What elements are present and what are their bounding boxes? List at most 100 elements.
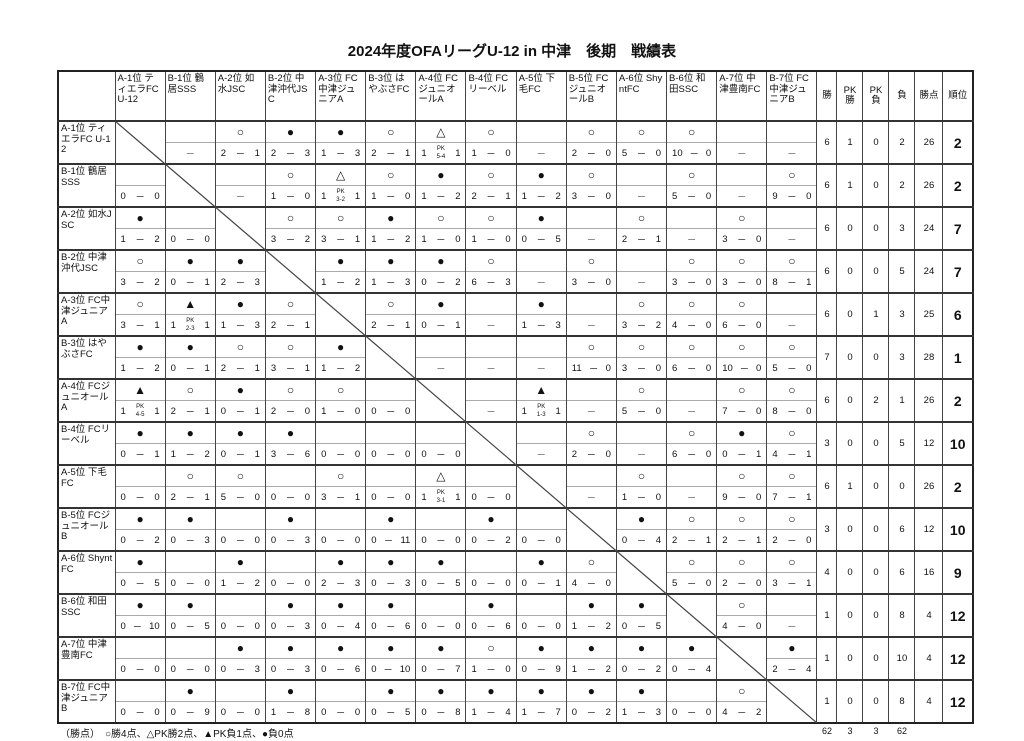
summary-rank: 2 <box>942 163 974 208</box>
match-score: 1 － 0 <box>466 659 515 679</box>
score-dash: － <box>436 192 446 203</box>
score-home: 2 <box>371 319 377 331</box>
match-cell: ○ 4 － 0 <box>666 292 718 337</box>
score-home: 2 <box>220 147 227 159</box>
score-away: 0 <box>705 362 712 374</box>
summary-wins: 6 <box>816 120 838 165</box>
score-dash: － <box>636 407 647 418</box>
match-score: 3 － 0 <box>567 186 616 206</box>
score-home: 0 <box>371 577 377 589</box>
score-away: 1 <box>455 147 461 159</box>
score-dash: － <box>335 493 346 504</box>
score-dash: － <box>386 321 396 332</box>
match-score: 3 － 2 <box>617 315 666 335</box>
match-cell: ● 0 － 1 <box>214 421 266 466</box>
match-score: 0 － 0 <box>466 487 515 507</box>
match-score: 0 － 0 <box>216 530 265 550</box>
match-cell: 0 － 0 <box>365 378 417 423</box>
score-dash: － <box>235 278 246 289</box>
mark-slot <box>416 337 466 358</box>
match-cell: ○ 3 － 2 <box>615 292 668 337</box>
summary-pk-wins: 0 <box>836 679 864 724</box>
match-cell: ● 0 － 2 <box>565 679 617 724</box>
win-circle-icon: ○ <box>215 337 265 358</box>
score-dash: － <box>586 149 597 160</box>
win-circle-icon: ○ <box>616 337 667 358</box>
match-score: 0 － 0 <box>266 573 315 593</box>
win-circle-icon: ○ <box>416 208 466 229</box>
score-home: 11 <box>571 362 582 374</box>
match-cell: ● 1 － 2 <box>214 550 266 595</box>
score-home: 3 <box>571 276 578 288</box>
score-dash: － <box>636 665 647 676</box>
score-dash: － <box>536 665 546 676</box>
win-circle-icon: ○ <box>616 208 667 229</box>
summary-rank: 6 <box>942 292 974 337</box>
win-circle-icon: ○ <box>767 466 817 487</box>
score-dash: － <box>185 450 195 461</box>
score-home: 0 <box>270 620 277 632</box>
match-cell: ● 0 － 1 <box>214 378 266 423</box>
match-score: 0 － 2 <box>416 272 465 292</box>
score-dash: － <box>135 278 145 289</box>
match-score: 3 － 1 <box>316 229 365 249</box>
score-away: 0 <box>705 190 712 202</box>
score-home: 5 <box>672 577 678 589</box>
match-cell: ● 1 － 3 <box>615 679 668 724</box>
score-dash: － <box>636 493 647 504</box>
match-score: － <box>686 235 697 246</box>
score-away: 0 <box>354 448 361 460</box>
score-home: 0 <box>220 706 227 718</box>
score-home: 1 <box>471 663 477 675</box>
match-score: 5 － 0 <box>667 186 716 206</box>
match-cell: ● 1 － 2 <box>565 593 617 638</box>
match-cell: ○ 8 － 0 <box>766 378 818 423</box>
score-home: 0 <box>120 706 126 718</box>
match-score: 5 － 0 <box>667 573 716 593</box>
score-home: 1 <box>421 190 427 202</box>
mark-slot <box>466 552 516 573</box>
loss-dot-icon: ● <box>767 638 817 659</box>
match-cell: ● 0 － 2 <box>465 507 517 552</box>
mark-slot <box>215 681 265 702</box>
match-score: 0 － 0 <box>366 444 415 464</box>
summary-rank: 10 <box>942 421 974 466</box>
win-circle-icon: ○ <box>767 552 817 573</box>
score-home: 2 <box>672 534 678 546</box>
win-circle-icon: ○ <box>667 294 717 315</box>
score-away: 0 <box>505 147 511 159</box>
score-home: 3 <box>270 448 277 460</box>
score-away: 1 <box>655 233 662 245</box>
pk-loss-triangle-icon: ▲ <box>165 294 215 315</box>
match-score: 1 － 3 <box>517 315 566 335</box>
score-dash: － <box>636 536 647 547</box>
match-score: － <box>586 407 597 418</box>
win-circle-icon: ○ <box>767 337 817 358</box>
column-header-summary: PK負 <box>862 70 890 122</box>
win-circle-icon: ○ <box>717 337 767 358</box>
score-home: 6 <box>471 276 477 288</box>
score-dash: － <box>486 278 496 289</box>
match-score: 1 － 3 <box>617 702 666 722</box>
score-dash: － <box>135 235 145 246</box>
match-cell: ● 0 － 6 <box>365 593 417 638</box>
match-score: － <box>436 364 446 375</box>
team-name: B-7位 FC中津ジュニアB <box>57 679 116 724</box>
score-away: 1 <box>555 405 561 417</box>
score-away: 1 <box>405 319 411 331</box>
score-away: 0 <box>455 620 461 632</box>
points-legend: （勝点） ○勝4点、△PK勝2点、▲PK負1点、●負0点 <box>60 729 294 740</box>
match-cell: ○ 6 － 0 <box>716 292 768 337</box>
summary-wins: 7 <box>816 335 838 380</box>
score-away: 0 <box>756 577 762 589</box>
match-cell: － <box>666 206 718 251</box>
score-home: 2 <box>571 147 578 159</box>
score-away: 3 <box>405 276 411 288</box>
score-dash: － <box>235 321 246 332</box>
match-score: 4 － 0 <box>717 616 766 636</box>
score-dash: － <box>586 278 597 289</box>
loss-dot-icon: ● <box>115 337 165 358</box>
pk-loss-triangle-icon: ▲ <box>115 380 165 401</box>
score-dash: － <box>235 708 246 719</box>
score-away: 1 <box>354 233 361 245</box>
